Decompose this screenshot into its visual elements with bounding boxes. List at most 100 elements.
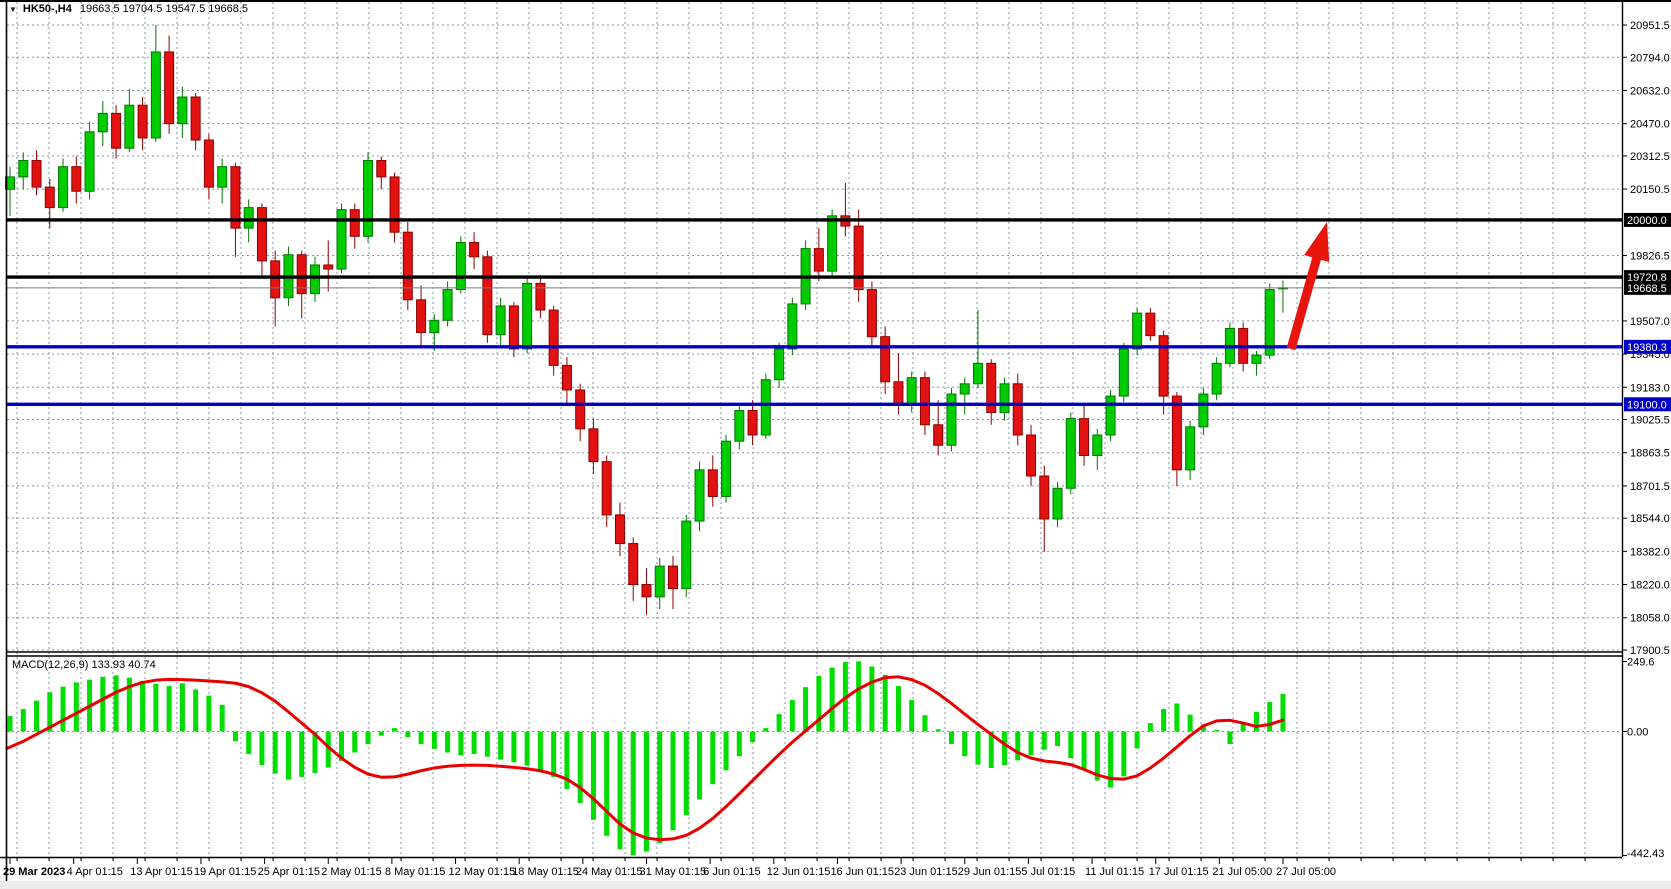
candle-body[interactable] bbox=[309, 264, 320, 295]
candle-body[interactable] bbox=[376, 160, 387, 178]
candle-body[interactable] bbox=[323, 264, 334, 270]
candle-body[interactable] bbox=[1105, 395, 1116, 436]
candle-body[interactable] bbox=[853, 225, 864, 291]
candle-body[interactable] bbox=[522, 282, 533, 350]
candle-body[interactable] bbox=[1065, 418, 1076, 489]
candle-body[interactable] bbox=[1012, 383, 1023, 436]
time-axis[interactable]: 29 Mar 2023 4 Apr 01:15 13 Apr 01:15 19 Apr… bbox=[3, 858, 1586, 878]
candle-body[interactable] bbox=[1132, 312, 1143, 350]
candle-body[interactable] bbox=[1251, 354, 1262, 364]
candle-body[interactable] bbox=[1264, 289, 1275, 356]
candle-body[interactable] bbox=[363, 160, 374, 237]
candle-body[interactable] bbox=[256, 207, 267, 262]
candle-body[interactable] bbox=[787, 303, 798, 350]
candle-body[interactable] bbox=[402, 231, 413, 301]
candle-body[interactable] bbox=[1211, 362, 1222, 395]
candle-body[interactable] bbox=[203, 139, 214, 188]
macd-tick-label: 249.6 bbox=[1627, 657, 1655, 669]
candle-body[interactable] bbox=[455, 241, 466, 291]
candle-body[interactable] bbox=[495, 305, 506, 336]
candle-body[interactable] bbox=[243, 207, 254, 229]
candle-body[interactable] bbox=[1039, 475, 1050, 520]
candle-body[interactable] bbox=[747, 409, 758, 436]
candle-body[interactable] bbox=[906, 377, 917, 405]
candle-body[interactable] bbox=[1171, 395, 1182, 471]
candle-body[interactable] bbox=[614, 514, 625, 545]
candle-body[interactable] bbox=[707, 469, 718, 497]
candle-body[interactable] bbox=[1026, 434, 1037, 477]
candle-body[interactable] bbox=[880, 336, 891, 383]
candle-body[interactable] bbox=[111, 112, 122, 149]
candle-body[interactable] bbox=[429, 319, 440, 334]
candle-body[interactable] bbox=[442, 289, 453, 321]
candle-body[interactable] bbox=[84, 131, 95, 192]
candle-body[interactable] bbox=[588, 428, 599, 463]
candle-body[interactable] bbox=[44, 186, 55, 209]
candle-body[interactable] bbox=[164, 51, 175, 125]
candle-body[interactable] bbox=[946, 393, 957, 446]
candle-body[interactable] bbox=[177, 96, 188, 125]
price-axis[interactable]: 20951.5 20794.0 20632.0 20470.0 20312.5 20150… bbox=[1622, 20, 1671, 860]
candle-body[interactable] bbox=[628, 543, 639, 586]
candle-body[interactable] bbox=[681, 520, 692, 590]
candle-body[interactable] bbox=[230, 166, 241, 229]
candle-body[interactable] bbox=[58, 166, 69, 209]
candle-body[interactable] bbox=[827, 215, 838, 272]
candle-body[interactable] bbox=[575, 389, 586, 430]
candle-body[interactable] bbox=[959, 383, 970, 395]
candle-body[interactable] bbox=[124, 104, 135, 149]
candle-body[interactable] bbox=[535, 282, 546, 311]
candle-body[interactable] bbox=[31, 160, 42, 188]
candle-body[interactable] bbox=[641, 584, 652, 598]
candle-body[interactable] bbox=[296, 254, 307, 295]
candle-body[interactable] bbox=[893, 381, 904, 405]
candle-body[interactable] bbox=[734, 409, 745, 442]
candle-body[interactable] bbox=[1079, 418, 1090, 456]
candle-body[interactable] bbox=[654, 565, 665, 598]
candle-body[interactable] bbox=[548, 309, 559, 366]
candle-body[interactable] bbox=[694, 469, 705, 522]
candle-body[interactable] bbox=[270, 260, 281, 299]
candle-body[interactable] bbox=[5, 176, 15, 190]
candle-body[interactable] bbox=[349, 209, 360, 237]
level-lines[interactable] bbox=[7, 218, 1622, 406]
candle-body[interactable] bbox=[601, 461, 612, 516]
window-resize-strip bbox=[0, 881, 1671, 889]
candle-body[interactable] bbox=[1198, 393, 1209, 428]
candle-body[interactable] bbox=[721, 440, 732, 497]
candle-body[interactable] bbox=[1185, 426, 1196, 471]
candle-body[interactable] bbox=[972, 362, 983, 385]
candle-body[interactable] bbox=[389, 176, 400, 233]
candle-body[interactable] bbox=[813, 248, 824, 272]
candle-body[interactable] bbox=[416, 299, 427, 334]
candle-body[interactable] bbox=[71, 166, 82, 192]
candle-body[interactable] bbox=[190, 96, 201, 141]
candle-body[interactable] bbox=[137, 104, 148, 139]
candle-body[interactable] bbox=[1092, 434, 1103, 456]
candle-body[interactable] bbox=[1145, 312, 1156, 337]
candle-body[interactable] bbox=[999, 383, 1010, 413]
candle-body[interactable] bbox=[1158, 335, 1169, 397]
macd-histogram-bar bbox=[365, 731, 371, 745]
candle-body[interactable] bbox=[97, 112, 108, 133]
candle-body[interactable] bbox=[482, 256, 493, 336]
candle-body[interactable] bbox=[1118, 348, 1129, 397]
candle-body[interactable] bbox=[336, 209, 347, 270]
candle-body[interactable] bbox=[919, 377, 930, 426]
candle-body[interactable] bbox=[561, 364, 572, 391]
candle-body[interactable] bbox=[217, 166, 228, 188]
candle-body[interactable] bbox=[866, 289, 877, 338]
candle-body[interactable] bbox=[933, 424, 944, 446]
candle-body[interactable] bbox=[1052, 487, 1063, 520]
candle-body[interactable] bbox=[18, 160, 29, 178]
trend-arrow[interactable] bbox=[1286, 222, 1330, 351]
candle-body[interactable] bbox=[508, 305, 519, 350]
candle-body[interactable] bbox=[986, 362, 997, 413]
candle-body[interactable] bbox=[469, 241, 480, 258]
candle-body[interactable] bbox=[760, 379, 771, 436]
candle-body[interactable] bbox=[668, 565, 678, 590]
candle-body[interactable] bbox=[774, 348, 785, 381]
symbol-dropdown-icon[interactable]: ▼ bbox=[9, 5, 17, 14]
candle-body[interactable] bbox=[150, 51, 161, 139]
